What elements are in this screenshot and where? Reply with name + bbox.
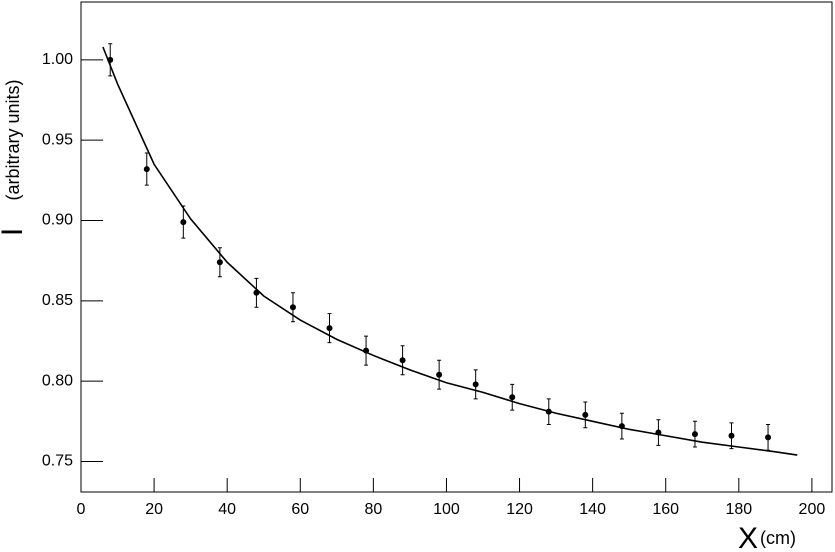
data-point (326, 325, 333, 332)
y-tick-label: 0.85 (42, 292, 73, 309)
x-axis-unit: (cm) (760, 528, 796, 548)
y-tick-label: 1.00 (42, 51, 73, 68)
data-point (180, 219, 187, 226)
x-tick-label: 40 (218, 501, 236, 518)
x-tick-label: 0 (77, 501, 86, 518)
y-tick-label: 0.95 (42, 131, 73, 148)
x-tick-label: 180 (725, 501, 752, 518)
y-tick-label: 0.75 (42, 453, 73, 470)
data-point (436, 371, 443, 378)
data-point (143, 166, 150, 173)
data-point (765, 434, 772, 441)
y-tick-label: 0.90 (42, 212, 73, 229)
data-point (582, 411, 589, 418)
x-tick-label: 160 (652, 501, 679, 518)
data-point (216, 259, 223, 266)
x-tick-label: 140 (579, 501, 606, 518)
data-point (728, 432, 735, 439)
x-tick-label: 60 (291, 501, 309, 518)
x-tick-label: 20 (145, 501, 163, 518)
x-tick-label: 200 (799, 501, 826, 518)
data-point (289, 304, 296, 311)
fit-curve (102, 46, 798, 456)
x-tick-label: 100 (433, 501, 460, 518)
x-tick-label: 80 (364, 501, 382, 518)
plot-frame (80, 1, 833, 493)
data-point (691, 431, 698, 438)
data-point (472, 381, 479, 388)
y-tick-label: 0.80 (42, 372, 73, 389)
x-axis-title: X (738, 522, 758, 552)
y-axis-title: I (0, 228, 29, 236)
x-tick-label: 120 (506, 501, 533, 518)
data-point (509, 394, 516, 401)
y-axis-unit: (arbitrary units) (3, 79, 23, 200)
data-point (399, 357, 406, 364)
